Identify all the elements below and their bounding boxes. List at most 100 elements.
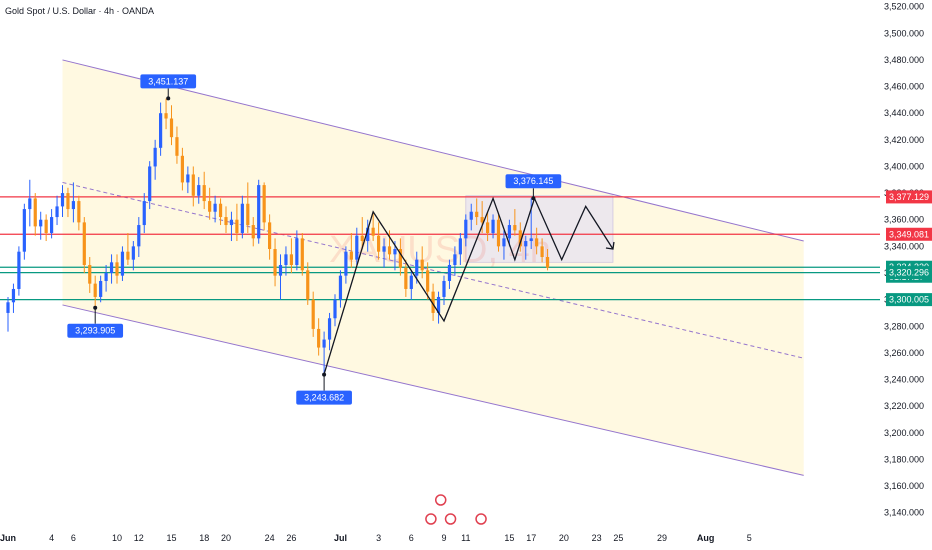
candle-body [458, 238, 462, 255]
price-annotation-tag[interactable] [140, 74, 197, 89]
candle [322, 331, 326, 375]
time-axis-tick-label: 23 [592, 533, 602, 543]
time-axis-tick-label: 5 [747, 533, 752, 543]
candle-body [229, 219, 234, 226]
candle-body [262, 185, 266, 223]
time-axis-tick-label: 15 [166, 533, 176, 543]
candle-body [213, 203, 217, 212]
candle [273, 238, 277, 287]
price-annotation-tag[interactable] [67, 323, 124, 338]
economic-event-flag-icon[interactable] [444, 513, 457, 525]
candle-body [453, 254, 457, 265]
candle [426, 262, 430, 300]
price-axis-tick-label: 3,140.000 [884, 508, 924, 518]
price-annotation-tag[interactable] [296, 390, 352, 405]
price-axis-tick-label: 3,340.000 [884, 241, 924, 251]
candle-body [109, 262, 114, 273]
candle [50, 209, 54, 239]
candle-body [366, 227, 370, 242]
candle-body [387, 246, 392, 255]
candle [518, 222, 522, 252]
candle [17, 246, 21, 296]
price-axis-tick-label: 3,200.000 [884, 428, 924, 438]
candle [104, 264, 108, 292]
time-axis-tick-label: Jun [0, 533, 16, 543]
annotation-point [531, 196, 536, 201]
candle [197, 177, 201, 204]
time-axis-tick-label: 3 [376, 533, 381, 543]
candle-body [88, 264, 92, 284]
candle-body [191, 174, 195, 196]
candle [317, 318, 321, 356]
candle [99, 275, 103, 303]
candle [535, 227, 539, 255]
candle-body [218, 203, 223, 218]
candle [109, 254, 114, 284]
candle [39, 211, 43, 240]
candle-body [300, 238, 304, 271]
time-axis-tick-label: 26 [286, 533, 296, 543]
candle [6, 296, 10, 332]
candle-body [142, 201, 146, 226]
level-price-tag[interactable] [886, 227, 932, 241]
candle-body [131, 246, 135, 260]
price-annotation-label: 3,376.145 [513, 176, 553, 186]
level-price-label: 3,349.081 [889, 229, 929, 239]
economic-event-flag-icon[interactable] [425, 513, 437, 525]
level-price-tag[interactable] [886, 293, 932, 307]
candle [420, 246, 424, 279]
candle [387, 230, 392, 260]
candle [355, 227, 359, 265]
level-price-tag[interactable] [886, 190, 932, 204]
candle-body [529, 238, 533, 242]
price-axis-tick-label: 3,180.000 [884, 454, 924, 464]
economic-event-flag-icon[interactable] [434, 494, 447, 506]
candle-body [169, 118, 174, 138]
candle [169, 105, 174, 146]
candle-body [93, 283, 97, 297]
candle [208, 187, 212, 220]
candle [191, 166, 195, 207]
candle-body [11, 288, 16, 303]
candle [502, 230, 506, 260]
candle [180, 147, 184, 191]
price-axis-tick-label: 3,520.000 [884, 2, 924, 12]
channel-upper-line[interactable] [62, 59, 804, 242]
candle-body [66, 193, 70, 210]
chart-title: Gold Spot / U.S. Dollar · 4h · OANDA [5, 6, 154, 16]
time-axis-tick-label: 10 [112, 533, 122, 543]
candle [77, 195, 81, 231]
candle [360, 217, 364, 250]
candle-body [153, 147, 157, 167]
candle-body [268, 222, 272, 250]
price-annotation-tag[interactable] [505, 174, 562, 189]
candle-body [33, 198, 37, 227]
candle-body [426, 270, 430, 292]
price-axis-tick-label: 3,360.000 [884, 215, 924, 225]
level-price-tag[interactable] [886, 266, 932, 280]
economic-event-flag-icon[interactable] [475, 513, 487, 525]
candle-body [338, 275, 343, 300]
candle-body [344, 251, 348, 276]
time-axis-tick-label: 17 [526, 533, 536, 543]
candle [186, 166, 190, 194]
candle [491, 214, 495, 239]
time-axis-tick-label: 6 [71, 533, 76, 543]
candle [142, 193, 146, 234]
candle [126, 233, 130, 265]
candle [338, 270, 343, 308]
candle [28, 179, 32, 227]
candle [545, 249, 550, 271]
candle-body [197, 185, 201, 196]
candle-body [464, 219, 468, 239]
candle-body [469, 211, 473, 220]
channel-lower-line[interactable] [62, 304, 804, 476]
projection-path[interactable] [323, 196, 614, 375]
candle [246, 182, 250, 234]
channel-mid-line[interactable] [62, 181, 804, 359]
candle-body [496, 219, 501, 247]
candle-body [436, 296, 441, 313]
candle-body [104, 272, 108, 281]
candle-body [371, 227, 375, 236]
